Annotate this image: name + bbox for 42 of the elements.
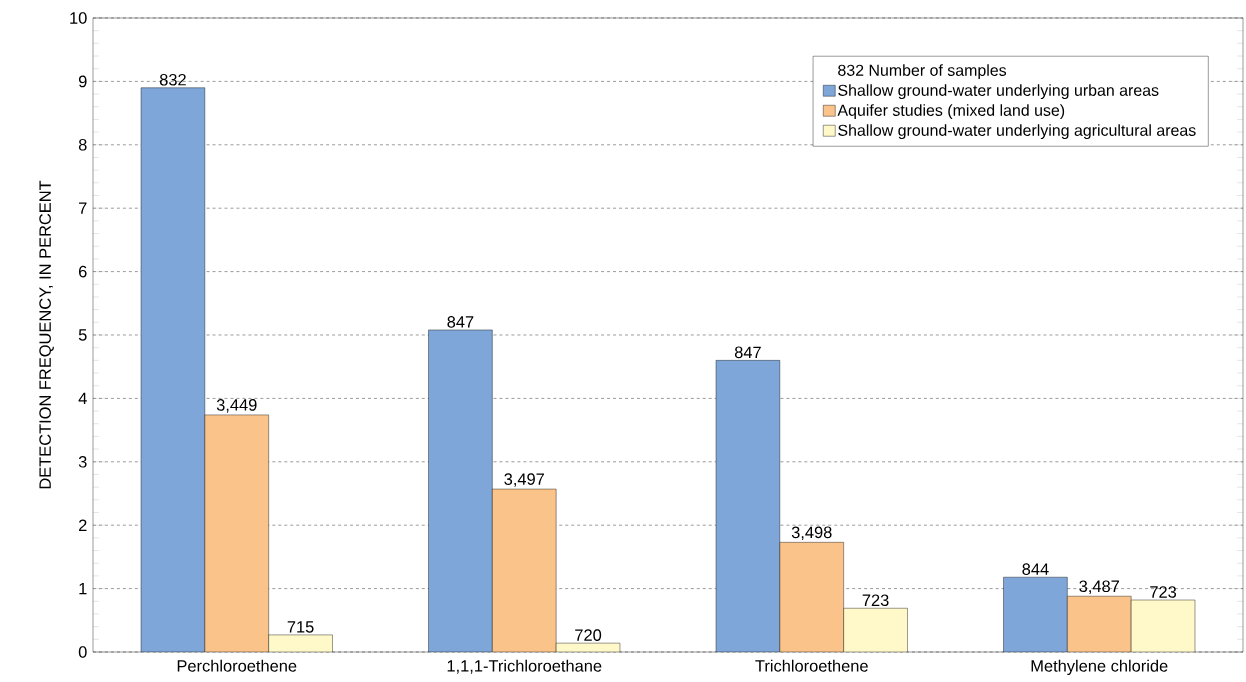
legend-label: Aquifer studies (mixed land use) <box>837 104 1065 120</box>
y-tick-label: 10 <box>70 12 87 24</box>
y-axis-title: DETECTION FREQUENCY, IN PERCENT <box>39 180 54 489</box>
y-tick-label: 3 <box>78 455 87 468</box>
annotation: 723 <box>862 594 889 607</box>
bar <box>140 87 206 652</box>
y-tick-label: 2 <box>79 519 87 531</box>
y-tick-label: 9 <box>78 75 87 88</box>
bar <box>492 488 557 652</box>
annotation: 3,497 <box>504 473 544 487</box>
x-tick-label: Perchloroethene <box>177 659 297 672</box>
y-tick-label: 4 <box>78 392 87 405</box>
bar <box>428 329 493 652</box>
annotation: 723 <box>1150 586 1177 598</box>
bar <box>1130 599 1196 652</box>
y-tick-label: 8 <box>78 138 87 151</box>
bar <box>204 414 269 652</box>
x-tick-label: 1,1,1-Trichloroethane <box>447 659 602 674</box>
legend-label: Shallow ground-water underlying urban areas <box>838 84 1159 100</box>
x-tick-label: Methylene chloride <box>1031 659 1168 675</box>
bar <box>1003 576 1068 652</box>
bar <box>715 360 781 652</box>
y-tick-label: 1 <box>79 582 87 595</box>
y-tick-label: 7 <box>79 202 87 214</box>
legend-title: 832 Number of samples <box>838 64 1007 80</box>
annotation: 832 <box>159 73 186 86</box>
bar <box>1067 596 1132 652</box>
annotation: 847 <box>734 346 761 359</box>
y-tick-label: 6 <box>79 265 87 278</box>
bar <box>843 608 908 652</box>
annotation: 720 <box>575 629 602 641</box>
annotation: 844 <box>1022 563 1049 575</box>
annotation: 3,498 <box>791 526 832 541</box>
y-tick-label: 0 <box>78 646 87 658</box>
annotation: 715 <box>287 621 314 633</box>
y-tick-label: 5 <box>78 329 87 341</box>
bar <box>779 542 844 652</box>
annotation: 3,449 <box>216 399 257 413</box>
legend-label: Shallow ground-water underlying agricultural areas <box>838 124 1196 140</box>
annotation: 3,487 <box>1079 580 1119 595</box>
x-tick-label: Trichloroethene <box>755 659 868 672</box>
annotation: 847 <box>447 316 474 328</box>
